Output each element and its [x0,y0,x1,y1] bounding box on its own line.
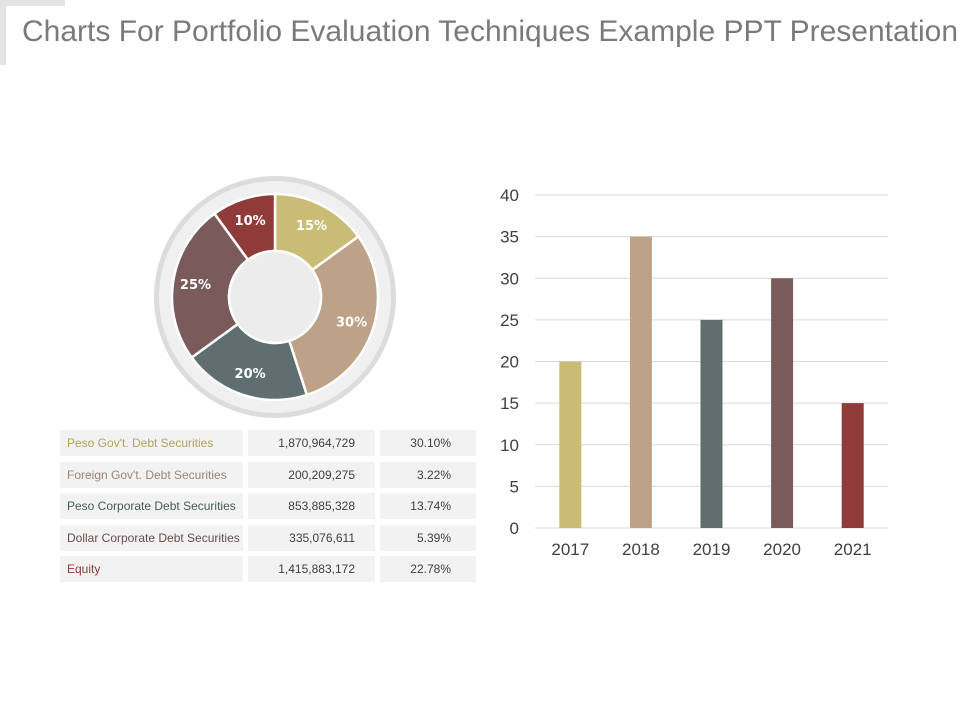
row-name: Foreign Gov't. Debt Securities [60,461,243,488]
portfolio-table: Peso Gov't. Debt Securities 1,870,964,72… [60,430,476,588]
page-title: Charts For Portfolio Evaluation Techniqu… [22,15,959,48]
donut-slice-label: 25% [180,278,211,293]
row-name: Dollar Corporate Debt Securities [60,524,243,551]
bar-chart: 0 5 10 15 20 25 30 35 40 2017 2018 2019 2020 2021 [500,186,888,559]
row-amount: 335,076,611 [248,524,375,551]
bar [559,361,582,528]
y-tick-label: 10 [500,436,519,455]
y-tick-label: 30 [500,269,519,288]
bar [629,236,652,528]
bar [841,403,864,528]
row-name: Equity [60,556,243,582]
x-tick-label: 2018 [622,540,660,559]
row-amount: 200,209,275 [248,461,375,488]
y-tick-label: 25 [500,311,519,330]
table-row: Peso Corporate Debt Securities 853,885,3… [60,493,476,519]
x-tick-label: 2021 [834,540,872,559]
x-tick-label: 2020 [763,540,801,559]
y-tick-label: 0 [510,519,519,538]
row-percent: 5.39% [380,524,476,551]
row-name: Peso Gov't. Debt Securities [60,430,243,456]
bar [771,278,794,528]
donut-hole [227,249,323,345]
row-percent: 3.22% [380,461,476,488]
row-percent: 13.74% [380,493,476,519]
row-amount: 1,415,883,172 [248,556,375,582]
donut-slice-label: 20% [235,367,266,382]
table-row: Dollar Corporate Debt Securities 335,076… [60,524,476,551]
corner-decoration [0,0,65,65]
row-amount: 1,870,964,729 [248,430,375,456]
table-row: Peso Gov't. Debt Securities 1,870,964,72… [60,430,476,456]
row-amount: 853,885,328 [248,493,375,519]
table-row: Foreign Gov't. Debt Securities 200,209,2… [60,461,476,488]
row-name: Peso Corporate Debt Securities [60,493,243,519]
donut-slice-label: 30% [336,315,367,330]
y-tick-label: 40 [500,186,519,205]
y-tick-label: 20 [500,353,519,372]
y-tick-label: 5 [510,477,519,496]
bar [700,319,723,528]
y-tick-label: 15 [500,394,519,413]
donut-chart: 15% 30% 20% 25% 10% [154,176,396,418]
table-row: Equity 1,415,883,172 22.78% [60,556,476,582]
x-tick-label: 2019 [693,540,731,559]
row-percent: 22.78% [380,556,476,582]
row-percent: 30.10% [380,430,476,456]
donut-slice-label: 15% [296,219,327,234]
x-tick-label: 2017 [551,540,589,559]
y-tick-label: 35 [500,228,519,247]
donut-slice-label: 10% [235,214,266,229]
